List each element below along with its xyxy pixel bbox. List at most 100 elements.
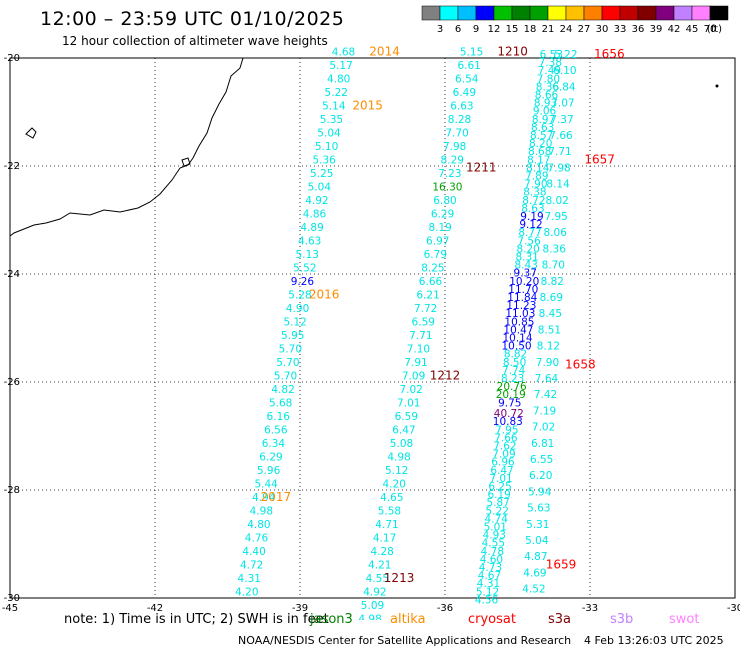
wave-height-value: 6.59 (395, 411, 418, 423)
wave-height-value: 6.96 (491, 457, 515, 469)
wave-height-value: 8.43 (515, 260, 538, 272)
wave-height-value: 5.96 (257, 465, 281, 477)
wave-height-value: 5.63 (527, 503, 550, 515)
wave-height-value: 6.53 (540, 49, 563, 61)
wave-height-value: 7.80 (537, 73, 560, 85)
wave-height-value: 7.49 (538, 65, 561, 77)
wave-height-value: 8.72 (522, 195, 545, 207)
wave-height-value: 6.25 (488, 481, 511, 493)
wave-height-value: 7.91 (404, 357, 427, 369)
wave-height-value: 5.04 (308, 181, 332, 193)
wave-height-value: 4.40 (242, 546, 265, 558)
satellite-altika: altika (390, 612, 426, 627)
wave-height-value: 5.70 (276, 357, 299, 369)
wave-height-value: 7.56 (517, 235, 541, 247)
generated-timestamp: 4 Feb 13:26:03 UTC 2025 (584, 634, 724, 647)
pass-time-label: 2015 (352, 98, 383, 112)
wave-height-value: 6.79 (424, 249, 447, 261)
wave-height-value: 4.71 (375, 519, 398, 531)
wave-height-value: 5.36 (312, 154, 336, 166)
pass-time-label: 1211 (466, 160, 497, 174)
wave-height-value: 4.68 (332, 46, 355, 58)
wave-height-value: 8.25 (421, 262, 444, 274)
wave-height-value: 5.04 (525, 535, 549, 547)
lon-tick-label: -39 (292, 603, 308, 614)
satellite-cryosat: cryosat (468, 612, 516, 627)
wave-height-value: 8.23 (501, 373, 524, 385)
legend-swatch (709, 5, 729, 21)
island-outline (181, 157, 191, 167)
wave-height-value: 6.61 (457, 60, 480, 72)
wave-height-value: 7.19 (533, 405, 556, 417)
wave-height-value: 7.37 (550, 114, 573, 126)
wave-height-value: 8.51 (538, 324, 561, 336)
lake-outline (25, 127, 37, 139)
wave-height-value: 8.36 (543, 243, 567, 255)
wave-height-value: 5.31 (526, 519, 549, 531)
wave-height-value: 4.78 (481, 546, 504, 558)
legend-label: 15 (506, 24, 519, 35)
wave-height-value: 5.10 (315, 141, 338, 153)
wave-height-value: 6.47 (392, 424, 415, 436)
lon-tick-label: -42 (147, 603, 163, 614)
wave-height-value: 7.23 (438, 168, 461, 180)
wave-height-value: 7.74 (502, 365, 526, 377)
wave-height-value: 7.02 (532, 422, 555, 434)
wave-height-value: 9.06 (533, 106, 557, 118)
wave-height-value: 4.56 (475, 594, 499, 606)
wave-height-value: 4.55 (366, 573, 389, 585)
wave-height-value: 8.12 (537, 341, 560, 353)
wave-height-value: 5.95 (281, 330, 304, 342)
lat-tick-label: -28 (4, 485, 20, 496)
wave-height-value: 8.82 (504, 349, 527, 361)
wave-height-value: 5.28 (288, 289, 311, 301)
wave-height-value: 4.76 (245, 532, 269, 544)
wave-height-value: 4.82 (271, 384, 294, 396)
wave-height-value: 20.19 (496, 389, 526, 401)
wave-height-value: 8.63 (521, 203, 544, 215)
wave-height-value: 7.66 (549, 130, 573, 142)
wave-height-value: 7.70 (445, 127, 468, 139)
wave-height-value: 5.13 (296, 249, 319, 261)
wave-height-value: 8.57 (530, 130, 553, 142)
wave-height-value: 9.37 (514, 268, 537, 280)
wave-height-value: 6.49 (453, 87, 476, 99)
wave-height-value: 7.10 (407, 343, 430, 355)
wave-height-value: 5.12 (283, 316, 306, 328)
wave-height-value: 7.42 (534, 389, 557, 401)
wave-height-value: 6.80 (433, 195, 456, 207)
wave-height-value: 5.35 (320, 114, 343, 126)
wave-height-value: 8.50 (503, 357, 526, 369)
wave-height-value: 9.12 (519, 219, 542, 231)
wave-height-value: 5.12 (476, 586, 499, 598)
wave-height-value: 4.89 (300, 222, 323, 234)
satellite-swot: swot (669, 612, 700, 627)
wave-height-value: 4.92 (305, 195, 328, 207)
wave-height-value: 7.62 (493, 441, 516, 453)
pass-time-label: 2014 (369, 44, 400, 58)
pass-time-label: 1656 (594, 47, 625, 61)
satellite-s3a: s3a (548, 612, 572, 627)
wave-height-value: 4.98 (358, 613, 381, 620)
wave-height-value: 5.25 (310, 168, 333, 180)
pass-time-label: 2016 (309, 287, 340, 301)
wave-height-value: 7.38 (539, 57, 562, 69)
wave-height-value: 11.70 (508, 284, 538, 296)
wave-height-value: 6.54 (455, 73, 479, 85)
lat-tick-label: -24 (4, 269, 20, 280)
lat-tick-label: -30 (4, 593, 20, 604)
wave-height-value: 8.06 (544, 227, 568, 239)
wave-height-value: 4.67 (478, 570, 501, 582)
wave-height-value: 11.03 (505, 308, 535, 320)
wave-height-value: 5.94 (528, 486, 552, 498)
wave-height-value: 7.98 (547, 162, 570, 174)
wave-height-value: 6.63 (450, 100, 473, 112)
wave-height-value: 8.20 (516, 243, 539, 255)
wave-height-value: 7.09 (402, 370, 425, 382)
wave-height-value: 8.20 (529, 138, 552, 150)
wave-height-value: 6.84 (552, 81, 576, 93)
wave-height-value: 11.23 (506, 300, 536, 312)
wave-height-value: 6.56 (264, 424, 288, 436)
wave-height-value: 5.52 (293, 262, 316, 274)
